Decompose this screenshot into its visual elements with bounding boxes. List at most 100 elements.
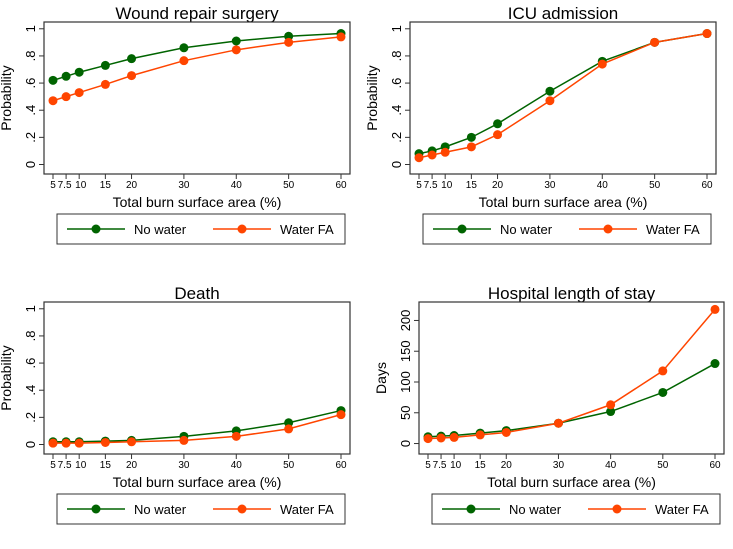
x-tick-label: 15: [100, 180, 112, 191]
legend-marker: [466, 504, 476, 514]
data-point: [74, 438, 84, 448]
data-point: [427, 150, 437, 160]
data-point: [336, 32, 346, 42]
legend-marker: [91, 504, 101, 514]
x-tick-label: 20: [492, 180, 504, 191]
data-point: [100, 60, 110, 70]
x-tick-label: 10: [450, 460, 462, 471]
x-tick-label: 60: [335, 180, 347, 191]
x-tick-label: 10: [75, 180, 87, 191]
data-point: [440, 147, 450, 157]
data-point: [597, 59, 607, 69]
x-tick-label: 15: [466, 180, 478, 191]
data-point: [100, 79, 110, 89]
x-tick-label: 30: [178, 460, 190, 471]
data-point: [606, 400, 616, 410]
data-point: [658, 366, 668, 376]
data-point: [545, 86, 555, 96]
legend-label: No water: [509, 502, 562, 517]
legend-label: Water FA: [646, 222, 700, 237]
chart-svg: Hospital length of stay 0 50 100 150 200 Days 5…: [373, 284, 725, 525]
x-tick-label: 40: [231, 180, 243, 191]
data-point: [61, 438, 71, 448]
data-point: [650, 37, 660, 47]
plot-frame: [409, 21, 717, 175]
data-point: [501, 427, 511, 437]
data-point: [606, 407, 616, 417]
x-axis-label: Total burn surface area (%): [479, 194, 648, 210]
y-tick-label: .6: [23, 358, 38, 369]
data-point: [436, 433, 446, 443]
legend-marker: [237, 224, 247, 234]
data-point: [423, 434, 433, 444]
data-point: [179, 56, 189, 66]
data-point: [48, 438, 58, 448]
x-axis-label: Total burn surface area (%): [113, 474, 282, 490]
y-tick-label: 0: [389, 161, 404, 168]
legend-label: Water FA: [280, 222, 334, 237]
y-tick-label: 0: [23, 161, 38, 168]
data-point: [336, 410, 346, 420]
data-point: [475, 430, 485, 440]
data-point: [100, 437, 110, 447]
data-point: [702, 29, 712, 39]
x-tick-label: 60: [709, 460, 721, 471]
chart-svg: ICU admission 0 .2 .4 .6 .8 1 Probability 5 7.5 10…: [364, 4, 717, 245]
y-tick-label: 0: [398, 440, 413, 447]
y-axis-label: Days: [373, 362, 389, 394]
data-point: [466, 142, 476, 152]
data-point: [48, 75, 58, 85]
plot-frame: [43, 21, 351, 175]
legend-marker: [237, 504, 247, 514]
x-tick-label: 10: [75, 460, 87, 471]
x-tick-label: 30: [178, 180, 190, 191]
y-tick-label: .8: [23, 331, 38, 342]
panel-hospital-length-of-stay: Hospital length of stay 0 50 100 150 200 Days 5…: [366, 280, 733, 544]
y-tick-label: 200: [398, 310, 413, 332]
data-point: [179, 435, 189, 445]
x-tick-label: 30: [553, 460, 565, 471]
data-point: [231, 36, 241, 46]
data-point: [493, 119, 503, 129]
x-tick-label: 30: [544, 180, 556, 191]
x-tick-label: 50: [649, 180, 661, 191]
plot-frame: [418, 301, 725, 455]
data-point: [61, 71, 71, 81]
legend-marker: [91, 224, 101, 234]
data-point: [284, 37, 294, 47]
legend-box: [56, 493, 346, 525]
y-tick-label: .8: [389, 51, 404, 62]
x-tick-label: 50: [283, 460, 295, 471]
x-tick-label: 40: [597, 180, 609, 191]
x-tick-label: 60: [701, 180, 713, 191]
x-tick-label: 40: [605, 460, 617, 471]
x-tick-label: 20: [126, 460, 138, 471]
legend-marker: [457, 224, 467, 234]
legend-label: Water FA: [280, 502, 334, 517]
x-tick-label: 7.5: [58, 460, 72, 471]
panel-death: Death 0 .2 .4 .6 .8 1 Probability 5 7.5 10 15 20 30 40…: [0, 280, 367, 544]
panel-icu-admission: ICU admission 0 .2 .4 .6 .8 1 Probability 5 7.5 10…: [364, 0, 733, 264]
data-point: [231, 45, 241, 55]
x-tick-label: 7.5: [433, 460, 447, 471]
x-tick-label: 40: [231, 460, 243, 471]
data-point: [545, 96, 555, 106]
y-tick-label: 1: [389, 25, 404, 32]
data-point: [710, 359, 720, 369]
y-tick-label: 1: [23, 25, 38, 32]
data-point: [658, 387, 668, 397]
x-tick-label: 5: [416, 180, 422, 191]
plot-frame: [43, 301, 351, 455]
data-point: [553, 418, 563, 428]
data-point: [61, 92, 71, 102]
legend-label: No water: [134, 502, 187, 517]
chart-title: Wound repair surgery: [115, 4, 279, 23]
data-point: [284, 424, 294, 434]
x-tick-label: 10: [441, 180, 453, 191]
x-tick-label: 5: [425, 460, 431, 471]
x-tick-label: 5: [50, 460, 56, 471]
x-tick-label: 5: [50, 180, 56, 191]
data-point: [127, 54, 137, 64]
data-point: [449, 432, 459, 442]
x-tick-label: 15: [100, 460, 112, 471]
